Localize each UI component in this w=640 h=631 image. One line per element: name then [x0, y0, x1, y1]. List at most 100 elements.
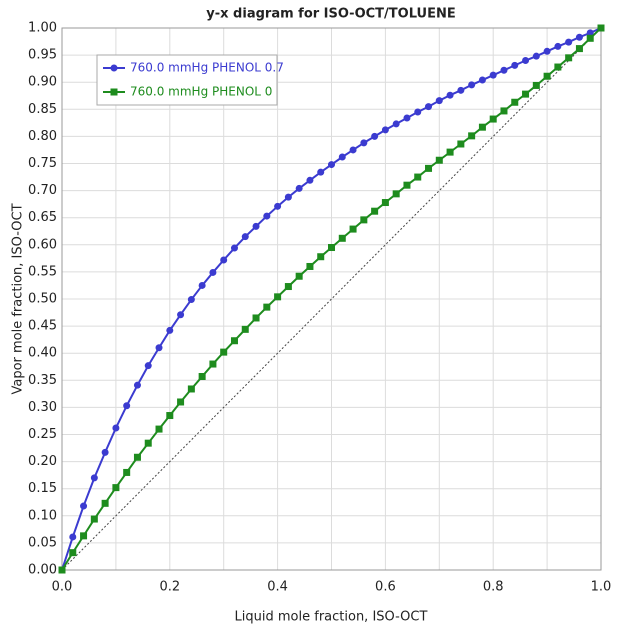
marker: [532, 81, 540, 89]
marker: [489, 71, 497, 79]
marker: [241, 233, 249, 241]
marker: [220, 256, 228, 264]
marker: [575, 33, 583, 41]
marker: [565, 38, 573, 46]
marker: [511, 98, 519, 106]
marker: [349, 225, 357, 233]
marker: [414, 173, 422, 181]
marker: [489, 115, 497, 123]
marker: [435, 97, 443, 105]
x-tick-label: 0.8: [483, 580, 504, 595]
marker: [360, 139, 368, 147]
marker: [338, 153, 346, 161]
y-tick-label: 0.95: [28, 48, 57, 63]
marker: [597, 24, 605, 32]
marker: [586, 29, 594, 37]
y-tick-label: 0.35: [28, 373, 57, 388]
marker: [522, 57, 530, 65]
y-tick-label: 0.90: [28, 75, 57, 90]
marker: [252, 222, 260, 230]
marker: [468, 132, 476, 140]
marker: [478, 123, 486, 131]
marker: [371, 132, 379, 140]
marker: [177, 398, 185, 406]
y-tick-label: 0.25: [28, 427, 57, 442]
marker: [274, 293, 282, 301]
marker: [112, 484, 120, 492]
marker: [295, 184, 303, 192]
marker: [241, 325, 249, 333]
marker: [554, 42, 562, 50]
marker: [381, 126, 389, 134]
y-tick-label: 0.05: [28, 535, 57, 550]
marker: [101, 499, 109, 507]
marker: [425, 103, 433, 111]
marker: [446, 91, 454, 99]
marker: [284, 193, 292, 201]
marker: [543, 47, 551, 55]
marker: [532, 52, 540, 60]
marker: [575, 45, 583, 53]
marker: [392, 190, 400, 198]
marker: [263, 212, 271, 220]
y-tick-label: 0.60: [28, 237, 57, 252]
marker: [457, 140, 465, 148]
marker: [317, 253, 325, 261]
marker: [565, 54, 573, 62]
plot-frame: [61, 27, 602, 571]
marker: [511, 61, 519, 69]
marker: [101, 448, 109, 456]
marker: [123, 402, 131, 410]
marker: [252, 314, 260, 322]
marker: [209, 268, 217, 276]
marker: [155, 344, 163, 352]
marker: [69, 533, 77, 541]
marker: [144, 439, 152, 447]
y-tick-label: 0.20: [28, 454, 57, 469]
legend-box: [96, 54, 278, 106]
marker: [338, 234, 346, 242]
y-tick-label: 0.85: [28, 102, 57, 117]
marker: [133, 381, 141, 389]
legend-label: 760.0 mmHg PHENOL 0: [130, 85, 272, 99]
y-tick-label: 0.30: [28, 400, 57, 415]
y-tick-label: 0.70: [28, 183, 57, 198]
marker: [230, 337, 238, 345]
marker: [478, 76, 486, 84]
marker: [230, 244, 238, 252]
marker: [403, 181, 411, 189]
x-tick-label: 0.6: [375, 580, 396, 595]
y-tick-label: 0.55: [28, 264, 57, 279]
marker: [187, 296, 195, 304]
y-tick-label: 0.75: [28, 156, 57, 171]
marker: [198, 373, 206, 381]
marker: [414, 108, 422, 116]
legend-marker: [110, 88, 118, 96]
x-tick-label: 0.0: [52, 580, 73, 595]
y-tick-label: 0.00: [28, 563, 57, 578]
marker: [274, 202, 282, 210]
marker: [198, 281, 206, 289]
chart-title: y-x diagram for ISO-OCT/TOLUENE: [206, 7, 455, 22]
x-tick-label: 0.4: [267, 580, 288, 595]
marker: [177, 311, 185, 319]
marker: [80, 502, 88, 510]
marker: [371, 207, 379, 215]
x-tick-label: 0.2: [159, 580, 180, 595]
marker: [522, 90, 530, 98]
marker: [317, 168, 325, 176]
marker: [500, 66, 508, 74]
marker: [500, 107, 508, 115]
marker: [69, 549, 77, 557]
marker: [220, 348, 228, 356]
marker: [209, 360, 217, 368]
legend-marker: [110, 64, 118, 72]
marker: [284, 283, 292, 291]
marker: [123, 468, 131, 476]
marker: [586, 34, 594, 42]
marker: [155, 425, 163, 433]
marker: [360, 216, 368, 224]
marker: [554, 63, 562, 71]
marker: [58, 566, 66, 574]
